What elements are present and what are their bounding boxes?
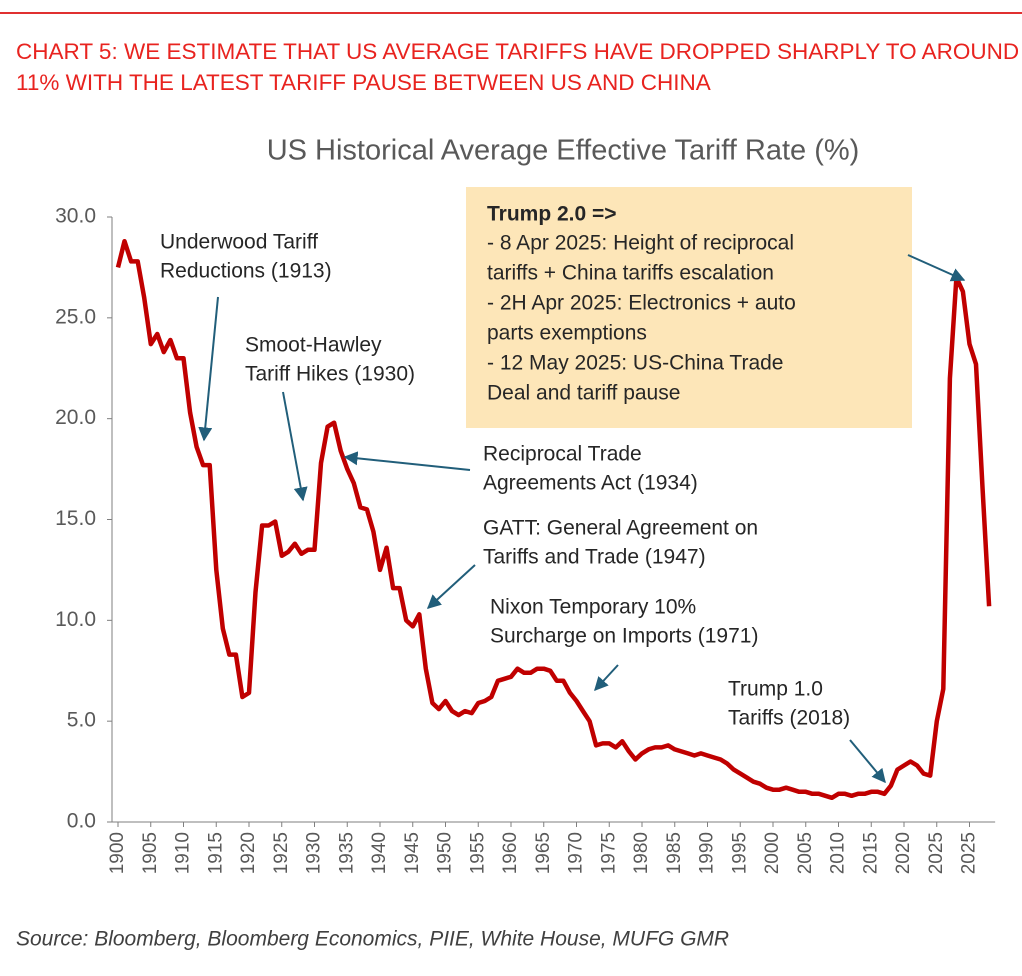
y-tick-label: 0.0 bbox=[67, 810, 96, 833]
x-tick-label: 1930 bbox=[304, 832, 325, 874]
callout-line: tariffs + China tariffs escalation bbox=[487, 262, 774, 285]
top-rule bbox=[0, 12, 1022, 14]
x-tick-label: 1970 bbox=[566, 832, 587, 874]
callout-title: Trump 2.0 => bbox=[487, 203, 617, 226]
callout-line: parts exemptions bbox=[487, 322, 647, 345]
annotation-text: Tariff Hikes (1930) bbox=[245, 363, 415, 386]
x-tick-label: 1905 bbox=[140, 832, 161, 874]
y-tick-label: 5.0 bbox=[67, 709, 96, 732]
x-tick-label: 2005 bbox=[795, 832, 816, 874]
source-note: Source: Bloomberg, Bloomberg Economics, … bbox=[16, 928, 729, 951]
data-line bbox=[115, 238, 992, 801]
x-tick-label: 1940 bbox=[369, 832, 390, 874]
x-tick-label: 1985 bbox=[664, 832, 685, 874]
y-tick-label: 15.0 bbox=[55, 507, 96, 530]
x-tick-label: 2000 bbox=[762, 832, 783, 874]
header-title: CHART 5: WE ESTIMATE THAT US AVERAGE TAR… bbox=[16, 39, 1020, 95]
x-tick-label: 2025 bbox=[926, 832, 947, 874]
x-tick-label: 1955 bbox=[467, 832, 488, 874]
callout-line: - 8 Apr 2025: Height of reciprocal bbox=[487, 232, 794, 255]
annotation-arrow bbox=[849, 739, 886, 784]
chart-title: US Historical Average Effective Tariff R… bbox=[267, 135, 860, 167]
y-tick-label: 10.0 bbox=[55, 608, 96, 631]
x-tick-label: 2015 bbox=[860, 832, 881, 874]
annotation-text: Smoot-Hawley bbox=[245, 334, 382, 357]
annotation-text: Surcharge on Imports (1971) bbox=[490, 625, 758, 648]
y-tick-label: 20.0 bbox=[55, 406, 96, 429]
callout-line: - 12 May 2025: US-China Trade bbox=[487, 352, 783, 375]
annotation-text: Underwood Tariff bbox=[160, 231, 318, 254]
annotation-text: Reductions (1913) bbox=[160, 260, 332, 283]
x-tick-label: 1990 bbox=[697, 832, 718, 874]
callout-line: Deal and tariff pause bbox=[487, 382, 680, 405]
callout-box bbox=[466, 187, 912, 428]
annotation-text: GATT: General Agreement on bbox=[483, 517, 758, 540]
annotation-text: Trump 1.0 bbox=[728, 678, 823, 701]
y-tick-label: 25.0 bbox=[55, 305, 96, 328]
y-tick-label: 30.0 bbox=[55, 205, 96, 228]
x-tick-label: 1945 bbox=[402, 832, 423, 874]
x-tick-label: 2020 bbox=[893, 832, 914, 874]
x-tick-label: 2010 bbox=[828, 832, 849, 874]
x-tick-label: 1925 bbox=[271, 832, 292, 874]
annotation-text: Tariffs and Trade (1947) bbox=[483, 546, 706, 569]
x-tick-label: 1920 bbox=[238, 832, 259, 874]
x-tick-label: 1965 bbox=[533, 832, 554, 874]
annotation-arrow bbox=[594, 664, 619, 692]
x-tick-label: 1910 bbox=[173, 832, 194, 874]
annotation-arrow bbox=[282, 391, 308, 502]
x-tick-label: 1915 bbox=[205, 832, 226, 874]
annotation-text: Tariffs (2018) bbox=[728, 707, 850, 730]
annotation-text: Agreements Act (1934) bbox=[483, 472, 698, 495]
x-tick-label: 1980 bbox=[631, 832, 652, 874]
x-tick-label: 1950 bbox=[435, 832, 456, 874]
annotation-arrow bbox=[426, 564, 476, 609]
x-tick-label: 1975 bbox=[598, 832, 619, 874]
annotation-arrow bbox=[343, 451, 471, 471]
x-tick-label: 1995 bbox=[729, 832, 750, 874]
annotation-arrow bbox=[198, 296, 219, 442]
x-tick-label: 2025 bbox=[959, 832, 980, 874]
callout-line: - 2H Apr 2025: Electronics + auto bbox=[487, 292, 796, 315]
annotation-text: Nixon Temporary 10% bbox=[490, 596, 696, 619]
x-tick-label: 1935 bbox=[336, 832, 357, 874]
annotation-text: Reciprocal Trade bbox=[483, 443, 642, 466]
x-tick-label: 1900 bbox=[107, 832, 128, 874]
x-tick-label: 1960 bbox=[500, 832, 521, 874]
callout-arrow bbox=[907, 254, 966, 282]
